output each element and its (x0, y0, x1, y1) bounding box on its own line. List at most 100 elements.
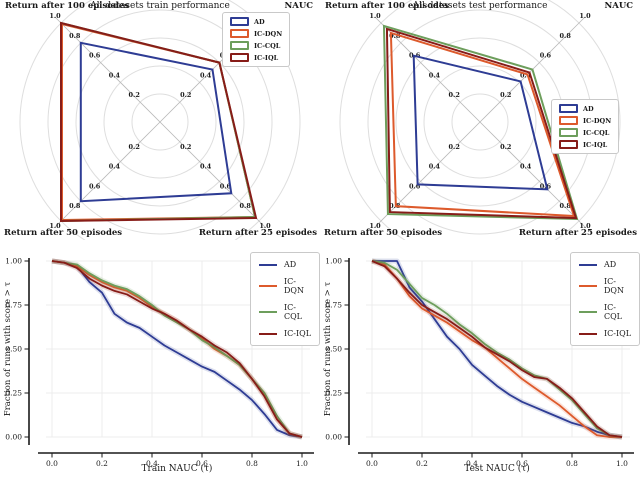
legend-label: AD (254, 17, 265, 26)
ecdf-test-ylabel: Fraction of runs with score > τ (323, 281, 333, 417)
radar-tick-label: 0.6 (89, 52, 101, 60)
legend-label: IC-IQL (604, 329, 632, 338)
legend-label: IC-IQL (254, 53, 279, 62)
legend-item-IC-DQN: IC-DQN (579, 277, 631, 295)
radar-tick-label: 0.4 (109, 71, 121, 79)
legend-item-IC-IQL: IC-IQL (230, 53, 282, 62)
radar-tick-label: 1.0 (259, 222, 271, 230)
ecdf-xtick-label: 0.2 (96, 459, 108, 468)
radar-tick-label: 0.2 (180, 143, 191, 151)
radar-tick-label: 0.6 (540, 52, 552, 60)
legend-swatch-AD (559, 104, 578, 113)
ecdf-series-IC-DQN (371, 260, 622, 438)
ecdf-xtick-label: 0.0 (366, 459, 378, 468)
ecdf-xtick-label: 0.6 (196, 459, 208, 468)
radar-test-axis-nauc: NAUC (604, 1, 633, 11)
radar-test-title: All datasets test performance (412, 1, 548, 11)
radar-tick-label: 0.2 (449, 91, 460, 99)
radar-tick-label: 1.0 (49, 12, 61, 20)
radar-train-axis-return-100: Return after 100 episodes (5, 1, 130, 11)
ecdf-train-xlabel: Train NAUC (τ) (141, 464, 213, 474)
legend-swatch-IC-IQL (259, 332, 277, 335)
legend-item-IC-IQL: IC-IQL (259, 329, 311, 338)
radar-train-axis-nauc: NAUC (284, 1, 313, 11)
radar-tick-label: 0.4 (520, 71, 532, 79)
radar-tick-label: 0.8 (69, 202, 81, 210)
legend-swatch-AD (259, 263, 277, 266)
radar-tick-label: 0.6 (220, 182, 232, 190)
radar-grid: 0.20.40.60.81.00.20.40.60.81.00.20.40.60… (339, 0, 621, 240)
radar-tick-label: 1.0 (579, 222, 591, 230)
legend-item-IC-DQN: IC-DQN (230, 29, 282, 38)
radar-tick-label: 0.2 (500, 91, 511, 99)
ecdf-ytick-label: 0.00 (325, 433, 342, 442)
radar-tick-label: 0.8 (240, 202, 252, 210)
radar-tick-label: 1.0 (369, 222, 381, 230)
legend-swatch-AD (230, 17, 249, 26)
ecdf-train-legend: AD IC-DQN IC-CQL IC-IQL (250, 252, 320, 346)
ecdf-xtick-label: 0.4 (466, 459, 478, 468)
legend-label: IC-CQL (604, 303, 622, 321)
legend-label: IC-DQN (583, 116, 612, 125)
ecdf-xtick-label: 0.6 (516, 459, 528, 468)
radar-tick-label: 0.8 (560, 202, 572, 210)
radar-train-axis-return-25: Return after 25 episodes (198, 228, 317, 238)
ecdf-train-ylabel: Fraction of runs with score > τ (3, 281, 13, 417)
ecdf-xtick-label: 0.8 (246, 459, 258, 468)
legend-label: AD (583, 104, 594, 113)
legend-label: AD (284, 260, 297, 269)
legend-item-IC-CQL: IC-CQL (579, 303, 631, 321)
radar-tick-label: 0.2 (500, 143, 511, 151)
radar-train-axis-return-50: Return after 50 episodes (4, 228, 123, 238)
legend-label: AD (604, 260, 617, 269)
radar-test-legend: AD IC-DQN IC-CQL IC-IQL (551, 99, 620, 154)
ecdf-ytick-label: 0.75 (5, 301, 22, 310)
radar-tick-label: 0.4 (200, 71, 212, 79)
legend-item-AD: AD (230, 17, 282, 26)
radar-train-legend: AD IC-DQN IC-CQL IC-IQL (222, 12, 291, 67)
legend-swatch-IC-CQL (559, 128, 578, 137)
radar-tick-label: 0.2 (129, 91, 140, 99)
radar-tick-label: 1.0 (579, 12, 591, 20)
ecdf-series-IC-IQL (51, 260, 303, 438)
radar-series-AD (412, 54, 549, 191)
ecdf-series-AD (372, 260, 623, 438)
ecdf-ytick-label: 0.00 (5, 433, 22, 442)
legend-item-IC-DQN: IC-DQN (559, 116, 611, 125)
ecdf-xtick-label: 0.2 (416, 459, 428, 468)
ecdf-series-IC-IQL (371, 260, 623, 438)
ecdf-ytick-label: 0.50 (325, 345, 342, 354)
radar-series-IC-IQL (385, 27, 578, 220)
radar-test-axis-return-100: Return after 100 episodes (325, 1, 450, 11)
legend-item-IC-DQN: IC-DQN (259, 277, 311, 295)
ecdf-test-panel: 0.00 0.25 0.50 0.75 1.00 0.0 0.2 0.4 0.6 0.8 1.0 F… (320, 240, 640, 477)
legend-swatch-IC-CQL (579, 311, 597, 313)
radar-tick-label: 0.4 (520, 163, 532, 171)
legend-item-IC-IQL: IC-IQL (559, 140, 611, 149)
ecdf-xtick-label: 0.8 (566, 459, 578, 468)
radar-tick-label: 0.8 (389, 32, 401, 40)
radar-tick-label: 0.4 (429, 71, 441, 79)
ecdf-ytick-label: 1.00 (5, 257, 22, 266)
radar-tick-label: 0.8 (560, 32, 572, 40)
legend-swatch-IC-DQN (559, 116, 578, 125)
ecdf-series-AD (51, 260, 303, 438)
radar-tick-label: 0.4 (200, 163, 212, 171)
legend-item-AD: AD (259, 260, 311, 269)
legend-item-AD: AD (559, 104, 611, 113)
ecdf-xtick-label: 1.0 (296, 459, 308, 468)
radar-tick-label: 0.4 (429, 163, 441, 171)
legend-label: IC-IQL (284, 329, 312, 338)
legend-label: IC-CQL (583, 128, 610, 137)
legend-label: IC-CQL (284, 303, 302, 321)
legend-swatch-IC-IQL (559, 140, 578, 149)
ecdf-xtick-label: 1.0 (616, 459, 628, 468)
ecdf-series-IC-CQL (51, 260, 303, 438)
legend-swatch-IC-CQL (259, 311, 277, 313)
legend-item-IC-CQL: IC-CQL (230, 41, 282, 50)
ecdf-ytick-label: 1.00 (325, 257, 342, 266)
legend-swatch-IC-IQL (579, 332, 597, 335)
radar-tick-label: 1.0 (49, 222, 61, 230)
radar-tick-label: 0.2 (180, 91, 191, 99)
